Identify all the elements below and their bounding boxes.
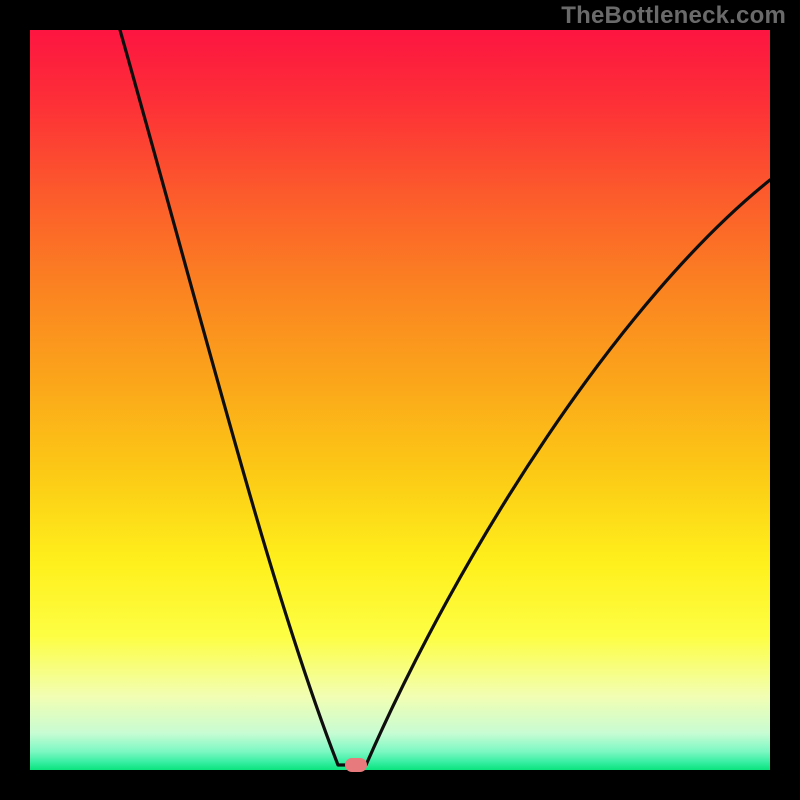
plot-area bbox=[30, 30, 770, 770]
chart-frame: TheBottleneck.com bbox=[0, 0, 800, 800]
watermark-text: TheBottleneck.com bbox=[561, 2, 786, 30]
bottleneck-curve bbox=[30, 30, 770, 770]
optimal-point-marker bbox=[345, 758, 367, 772]
